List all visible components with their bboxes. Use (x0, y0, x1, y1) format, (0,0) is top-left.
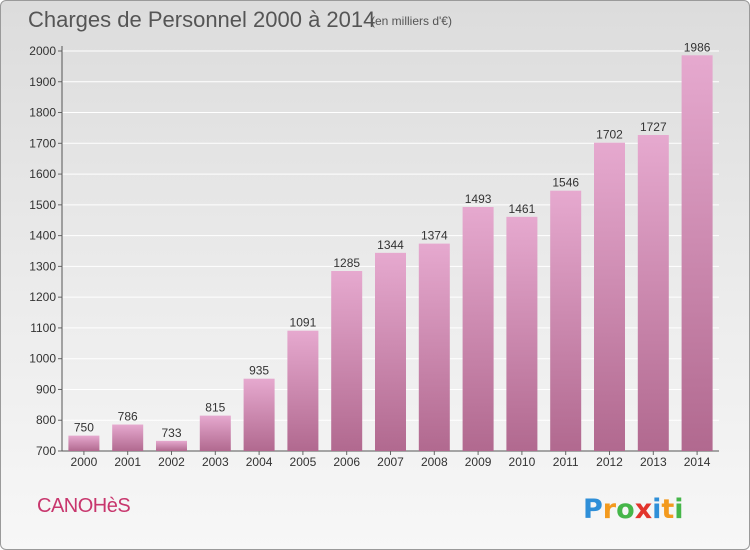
bars (68, 55, 713, 452)
bar (506, 216, 538, 451)
y-tick-label: 1800 (29, 106, 56, 120)
x-tick-label: 2011 (553, 455, 579, 469)
bar (243, 378, 275, 451)
bar (681, 55, 713, 452)
x-tick-label: 2004 (246, 455, 273, 469)
y-tick-label: 1700 (29, 136, 56, 150)
bar-value-label: 935 (249, 364, 269, 378)
bar-value-label: 733 (161, 426, 181, 440)
y-tick-label: 1400 (29, 229, 56, 243)
x-tick-label: 2013 (640, 455, 667, 469)
bar (156, 440, 187, 451)
x-tick-label: 2003 (202, 455, 229, 469)
y-tick-label: 1900 (29, 75, 56, 89)
x-tick-label: 2010 (509, 455, 536, 469)
bar (112, 424, 144, 451)
y-tick-label: 1200 (29, 290, 56, 304)
x-tick-label: 2001 (114, 455, 141, 469)
bar-value-label: 815 (205, 401, 225, 415)
bar-value-label: 1461 (509, 202, 536, 216)
bar-value-label: 1493 (465, 192, 492, 206)
bar (68, 435, 100, 451)
bar (637, 135, 669, 451)
y-tick-labels: 700 800 900 1000 1100 1200 1300 1400 1500 1600 170… (29, 44, 56, 458)
bar-value-label: 1091 (290, 316, 317, 330)
x-tick-label: 2014 (684, 455, 711, 469)
value-labels: 750 786 733 815 935 1091 1285 1344 1374 1493 1461 1… (74, 40, 711, 440)
chart-subtitle: (en milliers d'€) (371, 14, 452, 28)
bar-value-label: 1285 (333, 256, 360, 270)
x-tick-label: 2002 (158, 455, 185, 469)
x-tick-label: 2000 (71, 455, 98, 469)
bar (331, 271, 363, 451)
chart-title: Charges de Personnel 2000 à 2014 (28, 7, 376, 32)
x-tick-label: 2007 (377, 455, 404, 469)
x-tick-labels: 2000 2001 2002 2003 2004 2005 2006 2007 2008 2009… (71, 455, 711, 469)
bar-value-label: 1702 (596, 128, 623, 142)
bar (199, 415, 231, 451)
y-tick-label: 800 (36, 413, 56, 427)
y-tick-label: 900 (36, 382, 56, 396)
x-tick-label: 2006 (333, 455, 360, 469)
bar (418, 243, 450, 451)
bar-value-label: 1374 (421, 229, 448, 243)
x-tick-label: 2005 (290, 455, 317, 469)
y-tick-label: 1500 (29, 198, 56, 212)
bar-value-label: 750 (74, 421, 94, 435)
y-tick-label: 1000 (29, 352, 56, 366)
bar-value-label: 1727 (640, 120, 667, 134)
y-tick-label: 1300 (29, 259, 56, 273)
bar (462, 207, 494, 451)
proxiti-logo[interactable]: Proxiti (581, 490, 691, 531)
bar (594, 142, 625, 451)
y-tick-label: 1100 (30, 321, 56, 335)
y-tick-label: 1600 (29, 167, 56, 181)
bar (550, 190, 582, 451)
x-tick-label: 2012 (596, 455, 623, 469)
bar (375, 252, 406, 451)
bar-value-label: 786 (118, 410, 138, 424)
x-tick-label: 2008 (421, 455, 448, 469)
commune-name: CANOHèS (37, 495, 131, 517)
bar-value-label: 1986 (684, 40, 711, 54)
x-tick-label: 2009 (465, 455, 492, 469)
bar (287, 330, 319, 451)
bar-value-label: 1546 (552, 176, 579, 190)
y-tick-label: 700 (36, 444, 56, 458)
bar-value-label: 1344 (377, 238, 404, 252)
y-tick-label: 2000 (29, 44, 56, 58)
svg-text:Proxiti: Proxiti (583, 494, 684, 525)
